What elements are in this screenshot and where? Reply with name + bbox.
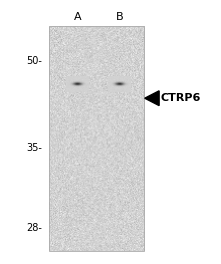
Text: A: A <box>74 12 81 22</box>
Polygon shape <box>145 91 159 106</box>
Text: 35-: 35- <box>26 143 42 153</box>
Text: CTRP6: CTRP6 <box>160 93 201 103</box>
Text: 50-: 50- <box>26 56 42 66</box>
Text: B: B <box>116 12 123 22</box>
Text: 28-: 28- <box>26 223 42 233</box>
